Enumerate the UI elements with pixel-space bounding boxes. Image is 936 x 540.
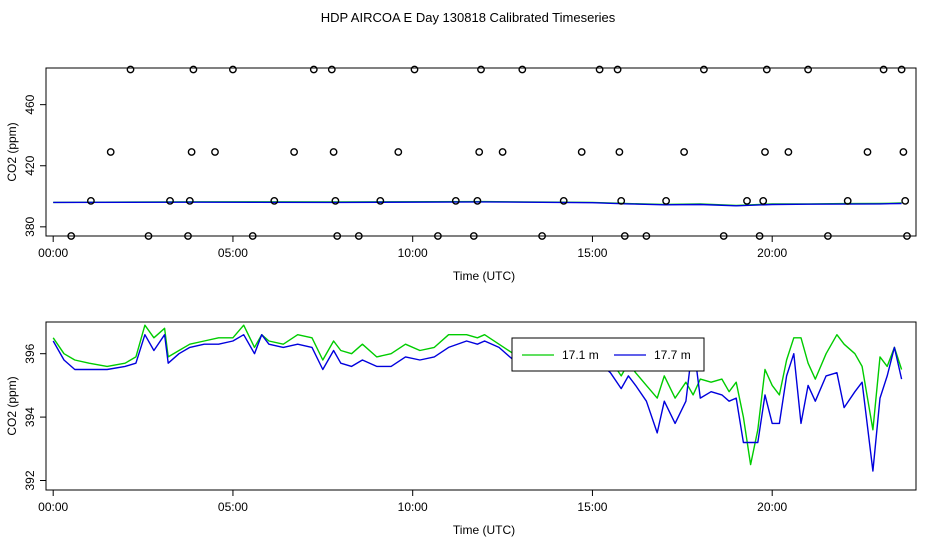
- x-tick-label-top-0: 00:00: [38, 246, 68, 260]
- panel-top: 00:00 05:00 10:00 15:00 20:00 380 420 460 Time…: [5, 65, 917, 283]
- legend: 17.1 m 17.7 m: [511, 337, 705, 372]
- data-point-55: [879, 65, 888, 74]
- data-point-12: [248, 232, 257, 240]
- data-point-30: [498, 148, 507, 156]
- data-point-35: [595, 65, 604, 74]
- data-point-46: [755, 232, 764, 240]
- data-point-31: [518, 65, 527, 74]
- x-tick-label-top-4: 20:00: [757, 246, 787, 260]
- y-axis-bottom: 392 394 396: [23, 343, 46, 491]
- data-point-27: [473, 196, 482, 205]
- y-tick-label-bottom-1: 394: [23, 407, 37, 427]
- data-point-54: [863, 148, 872, 156]
- series-line-bottom-1: [52, 334, 903, 472]
- plot-frame-bottom: [45, 321, 917, 491]
- data-point-44: [719, 232, 728, 240]
- point-group-top: [67, 65, 911, 240]
- data-point-4: [144, 232, 153, 240]
- data-point-11: [228, 65, 237, 74]
- data-point-45: [743, 196, 751, 205]
- data-point-48: [761, 148, 769, 156]
- data-point-17: [329, 148, 338, 156]
- data-point-9: [189, 65, 198, 74]
- y-tick-label-top-2: 460: [23, 94, 37, 114]
- data-point-33: [559, 196, 568, 205]
- data-point-18: [331, 196, 340, 205]
- x-tick-label-bottom-2: 10:00: [398, 500, 428, 514]
- y-tick-label-top-0: 380: [23, 217, 37, 237]
- data-point-23: [410, 65, 419, 74]
- legend-label-17-7m: 17.7 m: [654, 348, 691, 362]
- data-point-37: [615, 148, 624, 156]
- x-axis-label-bottom: Time (UTC): [453, 523, 515, 537]
- x-tick-label-bottom-1: 05:00: [218, 500, 248, 514]
- data-point-6: [184, 232, 192, 240]
- data-point-36: [613, 65, 622, 74]
- x-tick-label-bottom-0: 00:00: [38, 500, 68, 514]
- data-point-49: [762, 65, 771, 74]
- data-point-7: [185, 196, 194, 205]
- data-point-50: [784, 148, 793, 156]
- data-point-52: [824, 232, 832, 240]
- x-tick-label-bottom-3: 15:00: [577, 500, 607, 514]
- data-point-8: [187, 148, 196, 156]
- series-line-top-1: [53, 201, 902, 207]
- data-point-56: [897, 65, 906, 74]
- panel-bottom: 00:00 05:00 10:00 15:00 20:00 392 394 396 Time…: [5, 321, 917, 537]
- x-tick-label-top-1: 05:00: [218, 246, 248, 260]
- data-point-15: [309, 65, 318, 74]
- data-point-3: [126, 65, 135, 74]
- y-axis-label-bottom: CO2 (ppm): [5, 376, 19, 435]
- data-point-5: [166, 196, 174, 205]
- data-point-59: [903, 232, 911, 240]
- x-tick-label-top-2: 10:00: [398, 246, 428, 260]
- data-point-29: [477, 65, 485, 74]
- data-point-41: [662, 196, 670, 205]
- data-point-53: [843, 196, 852, 205]
- x-axis-bottom: 00:00 05:00 10:00 15:00 20:00: [38, 490, 788, 514]
- data-point-24: [433, 232, 442, 240]
- y-tick-label-bottom-2: 396: [23, 343, 37, 363]
- plot-frame-top: [45, 67, 917, 237]
- data-point-57: [899, 148, 908, 156]
- y-tick-label-top-1: 420: [23, 155, 37, 175]
- data-point-38: [617, 196, 626, 205]
- x-axis-label-top: Time (UTC): [453, 269, 515, 283]
- data-point-42: [680, 148, 688, 156]
- x-tick-label-bottom-4: 20:00: [757, 500, 787, 514]
- data-point-39: [620, 232, 629, 240]
- x-tick-label-top-3: 15:00: [577, 246, 607, 260]
- data-point-19: [333, 232, 342, 240]
- y-axis-label-top: CO2 (ppm): [5, 122, 19, 181]
- chart-title: HDP AIRCOA E Day 130818 Calibrated Times…: [321, 10, 616, 25]
- series-group-top: [53, 200, 902, 207]
- data-point-58: [901, 196, 910, 205]
- series-group-bottom: [52, 324, 903, 472]
- data-point-0: [67, 232, 76, 240]
- legend-label-17-1m: 17.1 m: [562, 348, 599, 362]
- data-point-14: [290, 148, 298, 156]
- data-point-25: [451, 196, 460, 205]
- data-point-40: [642, 232, 651, 240]
- data-point-21: [376, 196, 385, 205]
- data-point-2: [106, 148, 115, 156]
- data-point-32: [538, 232, 546, 240]
- data-point-43: [700, 65, 708, 74]
- y-axis-top: 380 420 460: [23, 94, 46, 237]
- data-point-51: [804, 65, 812, 74]
- data-point-26: [469, 232, 478, 240]
- data-point-34: [577, 148, 586, 156]
- data-point-28: [475, 148, 484, 156]
- data-point-13: [270, 196, 279, 205]
- data-point-20: [354, 232, 363, 240]
- y-tick-label-bottom-0: 392: [23, 470, 37, 490]
- data-point-1: [87, 196, 95, 205]
- data-point-16: [327, 65, 336, 74]
- data-point-22: [394, 148, 403, 156]
- series-line-bottom-0: [52, 324, 903, 466]
- x-axis-top: 00:00 05:00 10:00 15:00 20:00: [38, 236, 788, 260]
- data-point-47: [759, 196, 768, 205]
- data-point-10: [211, 148, 219, 156]
